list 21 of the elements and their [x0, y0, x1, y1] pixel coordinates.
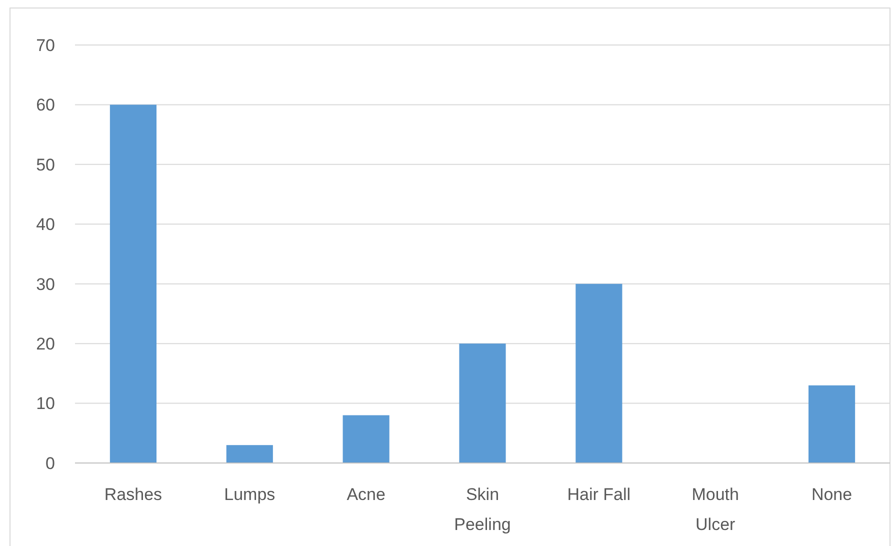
- x-tick-label: Rashes: [104, 485, 162, 504]
- x-tick-label: Skin Peeling: [454, 485, 511, 534]
- y-tick-label: 10: [36, 394, 55, 414]
- x-tick-label: Acne: [346, 485, 386, 504]
- y-tick-label: 20: [36, 334, 55, 354]
- x-tick-label: None: [811, 485, 852, 504]
- x-tick-label: Mouth Ulcer: [692, 485, 739, 534]
- x-tick-label: Hair Fall: [567, 485, 631, 504]
- bar: [226, 445, 273, 463]
- x-tick-label: Lumps: [224, 485, 276, 504]
- bar: [576, 284, 622, 463]
- y-tick-label: 0: [46, 454, 55, 473]
- y-tick-label: 60: [36, 96, 55, 115]
- y-tick-label: 40: [36, 215, 55, 234]
- y-tick-label: 70: [36, 36, 55, 55]
- bar: [459, 344, 506, 463]
- bar: [342, 415, 390, 463]
- y-tick-label: 50: [36, 155, 55, 174]
- y-tick-label: 30: [36, 274, 55, 294]
- bar: [808, 385, 856, 463]
- bar: [110, 104, 156, 463]
